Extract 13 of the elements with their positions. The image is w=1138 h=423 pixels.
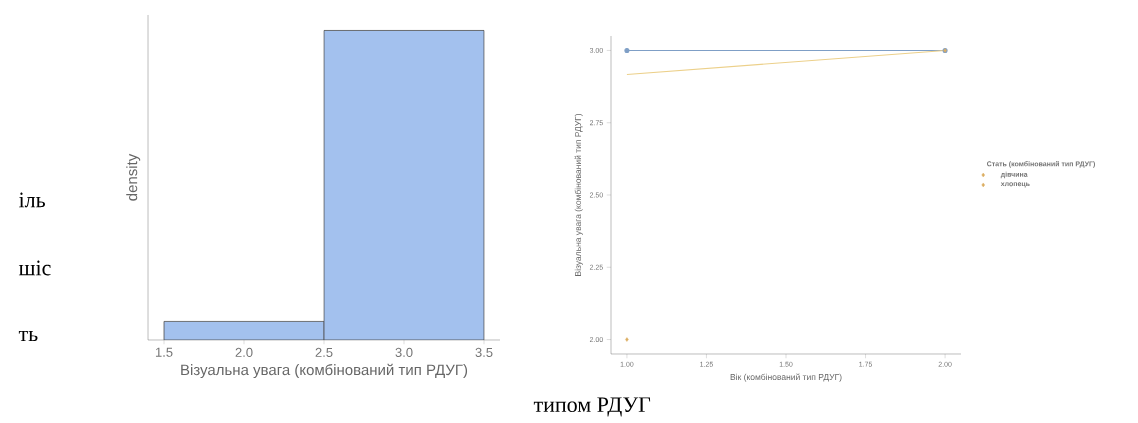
x-axis-title: Візуальна увага (комбінований тип РДУГ) <box>181 363 468 379</box>
x-tick-label: 1.5 <box>155 347 173 357</box>
text: ть <box>18 330 38 342</box>
x-tick-label: 3.0 <box>395 347 413 357</box>
y-axis-title: Візуальна увага (комбінований тип РДУГ) <box>574 113 583 276</box>
x-tick-label: 3.5 <box>475 347 493 357</box>
text: іль <box>19 192 46 208</box>
x-tick-label: 2.0 <box>235 347 253 357</box>
text: типом РДУГ <box>533 397 651 417</box>
y-axis-title: density <box>126 153 141 201</box>
text: шіс <box>18 260 51 276</box>
x-axis-title: Вік (комбінований тип РДУГ) <box>730 373 842 382</box>
x-tick-label: 2.5 <box>315 347 333 357</box>
